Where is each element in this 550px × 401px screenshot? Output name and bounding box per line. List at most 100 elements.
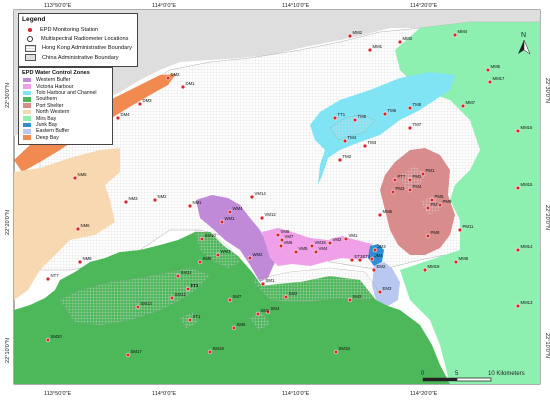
legend-item-label: Hong Kong Administrative Boundary bbox=[42, 45, 132, 52]
station-label: WM4 bbox=[233, 206, 244, 211]
station-marker bbox=[180, 84, 186, 90]
station-marker bbox=[247, 255, 253, 261]
zone-tolo-harbour bbox=[310, 72, 455, 185]
station-marker bbox=[123, 199, 129, 205]
station-marker bbox=[333, 349, 339, 355]
legend-item-radiometer: Multispectral Radiometer Locations bbox=[25, 34, 137, 43]
station-marker bbox=[72, 175, 78, 181]
north-arrow-icon: N bbox=[518, 32, 531, 55]
station-marker bbox=[372, 247, 378, 253]
station-marker bbox=[169, 295, 175, 301]
station-label: PM1 bbox=[426, 168, 435, 173]
zone-legend-item: Tolo Harbour and Channel bbox=[23, 90, 112, 96]
legend-box: Legend EPD Monitoring Station Multispect… bbox=[18, 13, 138, 67]
station-label: SM5 bbox=[261, 308, 270, 313]
zone-legend-label: Port Shelter bbox=[36, 102, 64, 109]
station-label: JM3 bbox=[378, 244, 387, 249]
station-marker bbox=[377, 289, 383, 295]
station-marker bbox=[457, 227, 463, 233]
station-label: PM6 bbox=[435, 194, 444, 199]
zone-legend-label: Western Buffer bbox=[36, 77, 71, 84]
zone-legend-label: Mirs Bay bbox=[36, 115, 57, 122]
zone-legend-item: Eastern Buffer bbox=[23, 128, 112, 134]
station-label: NM5 bbox=[78, 172, 88, 177]
station-label: MM8 bbox=[459, 256, 469, 261]
station-label: SM6 bbox=[237, 322, 246, 327]
station-marker bbox=[327, 240, 333, 246]
axis-bottom-2: 114°10'0"E bbox=[282, 391, 310, 397]
axis-bottom-0: 113°50'0"E bbox=[44, 391, 72, 397]
zone-swatch-icon bbox=[23, 97, 31, 102]
station-marker bbox=[187, 317, 193, 323]
axis-bottom-3: 114°20'0"E bbox=[410, 391, 438, 397]
station-label: DM1 bbox=[186, 81, 196, 86]
zone-legend-item: Port Shelter bbox=[23, 103, 112, 109]
station-label: PM7 bbox=[431, 202, 440, 207]
station-label: ST1 bbox=[193, 314, 201, 319]
axis-top-2: 114°10'0"E bbox=[282, 3, 310, 9]
axis-top-0: 113°50'0"E bbox=[44, 3, 72, 9]
axis-right-2: 22°10'0"N bbox=[544, 333, 550, 358]
zone-swatch-icon bbox=[23, 116, 31, 121]
station-marker bbox=[227, 297, 233, 303]
zone-port-shelter bbox=[380, 148, 455, 255]
station-label: VM14 bbox=[255, 191, 267, 196]
station-label: ST3 bbox=[191, 283, 199, 288]
station-marker bbox=[347, 33, 353, 39]
station-label: MM14 bbox=[521, 244, 534, 249]
station-label: PM3 bbox=[396, 186, 405, 191]
station-marker bbox=[352, 117, 358, 123]
station-label: VM5 bbox=[299, 246, 308, 251]
axis-top-1: 114°0'0"E bbox=[152, 3, 176, 9]
station-label: SM7 bbox=[233, 294, 242, 299]
station-marker bbox=[347, 297, 353, 303]
axis-left-1: 22°20'0"N bbox=[5, 210, 11, 235]
station-marker bbox=[515, 128, 521, 134]
zone-swatch-icon bbox=[23, 122, 31, 128]
zones-legend-title: EPD Water Control Zones bbox=[22, 70, 90, 76]
zone-legend-label: North Western bbox=[36, 109, 70, 116]
hatched-box-icon bbox=[25, 44, 36, 52]
zone-legend-item: Victoria Harbour bbox=[23, 83, 112, 90]
station-marker bbox=[259, 215, 265, 221]
station-label: NM6 bbox=[81, 223, 91, 228]
station-label: MM17 bbox=[493, 76, 506, 81]
legend-item-station: EPD Monitoring Station bbox=[25, 25, 137, 34]
station-marker bbox=[152, 197, 158, 203]
station-label: VM6 bbox=[284, 240, 293, 245]
zones-legend-box: EPD Water Control Zones Western Buffer Vi… bbox=[18, 67, 113, 145]
zone-legend-label: Deep Bay bbox=[36, 134, 59, 141]
station-label: MM3 bbox=[403, 36, 413, 41]
station-marker bbox=[425, 233, 431, 239]
station-marker bbox=[371, 267, 377, 273]
station-marker bbox=[397, 39, 403, 45]
station-marker bbox=[275, 232, 281, 238]
legend-item-label: Multispectral Radiometer Locations bbox=[41, 36, 129, 43]
station-label: TT3 bbox=[191, 283, 199, 288]
station-label: DM3 bbox=[143, 98, 153, 103]
station-marker bbox=[407, 187, 413, 193]
station-marker bbox=[369, 256, 375, 262]
station-label: TM7 bbox=[413, 122, 422, 127]
station-label: PM9 bbox=[443, 199, 452, 204]
station-label: SM4 bbox=[271, 306, 280, 311]
station-label: MM15 bbox=[521, 182, 534, 187]
legend-item-china-boundary: China Administrative Boundary bbox=[25, 53, 137, 62]
china-land bbox=[14, 10, 540, 136]
station-label: SM1 bbox=[266, 278, 275, 283]
zone-swatch-icon bbox=[23, 103, 31, 109]
zone-swatch-icon bbox=[23, 109, 31, 115]
station-marker bbox=[175, 273, 181, 279]
station-marker bbox=[453, 259, 459, 265]
station-marker bbox=[279, 237, 285, 243]
station-marker bbox=[452, 32, 458, 38]
station-marker bbox=[390, 189, 396, 195]
zone-legend-label: Victoria Harbour bbox=[36, 83, 74, 90]
station-marker bbox=[382, 111, 388, 117]
station-label: EM3 bbox=[383, 286, 392, 291]
station-marker bbox=[77, 259, 83, 265]
station-marker bbox=[231, 325, 237, 331]
station-label: VM12 bbox=[265, 212, 277, 217]
station-marker bbox=[199, 236, 205, 242]
